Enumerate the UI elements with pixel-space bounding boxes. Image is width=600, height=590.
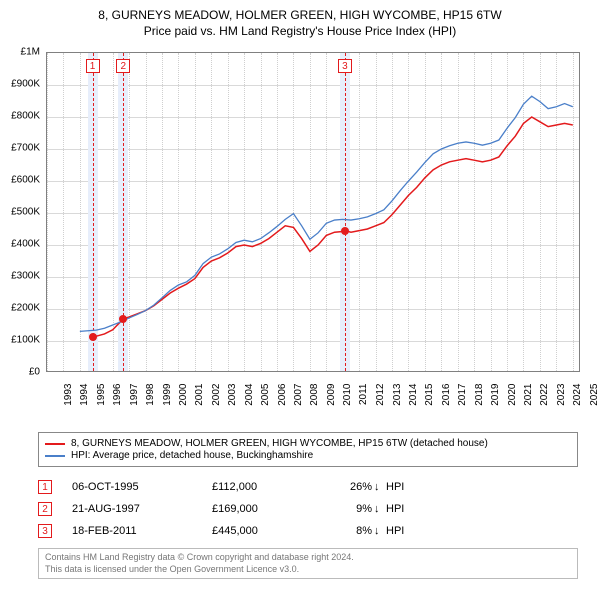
x-tick-label: 2009 xyxy=(326,384,337,406)
x-tick-label: 2004 xyxy=(243,384,254,406)
series-line xyxy=(80,96,573,331)
attribution: Contains HM Land Registry data © Crown c… xyxy=(38,548,578,579)
x-tick-label: 1999 xyxy=(161,384,172,406)
x-tick-label: 2006 xyxy=(276,384,287,406)
x-tick-label: 2019 xyxy=(490,384,501,406)
legend-row-1: 8, GURNEYS MEADOW, HOLMER GREEN, HIGH WY… xyxy=(45,438,571,449)
y-tick-label: £800K xyxy=(0,111,40,122)
x-tick-label: 2020 xyxy=(506,384,517,406)
x-tick-label: 1993 xyxy=(63,384,74,406)
x-tick-label: 2000 xyxy=(178,384,189,406)
y-tick-label: £400K xyxy=(0,239,40,250)
sale-pct: 8% xyxy=(332,525,372,537)
x-tick-label: 2024 xyxy=(572,384,583,406)
chart-area: 123 £0 £100K £200K £300K £400K £500K £600K £700… xyxy=(0,46,600,426)
down-arrow-icon: ↓ xyxy=(372,481,386,493)
sales-table: 106-OCT-1995£112,00026%↓HPI221-AUG-1997£… xyxy=(38,476,426,542)
sale-dot xyxy=(341,227,349,235)
sale-price: £169,000 xyxy=(212,503,332,515)
attribution-line-1: Contains HM Land Registry data © Crown c… xyxy=(45,552,571,564)
series-line xyxy=(93,117,573,337)
x-tick-label: 1997 xyxy=(128,384,139,406)
sale-price: £445,000 xyxy=(212,525,332,537)
sale-pct: 26% xyxy=(332,481,372,493)
x-tick-label: 2002 xyxy=(211,384,222,406)
down-arrow-icon: ↓ xyxy=(372,525,386,537)
sale-dot xyxy=(119,315,127,323)
legend-swatch-1 xyxy=(45,443,65,445)
x-tick-label: 2013 xyxy=(391,384,402,406)
sale-dot xyxy=(89,333,97,341)
legend-label-2: HPI: Average price, detached house, Buck… xyxy=(71,450,313,461)
y-tick-label: £300K xyxy=(0,271,40,282)
sale-date: 06-OCT-1995 xyxy=(72,481,212,493)
x-tick-label: 2003 xyxy=(227,384,238,406)
sale-pct: 9% xyxy=(332,503,372,515)
legend-label-1: 8, GURNEYS MEADOW, HOLMER GREEN, HIGH WY… xyxy=(71,438,488,449)
sales-row: 2 21-AUG-1997£169,0009%↓HPI xyxy=(38,498,426,520)
chart-container: 8, GURNEYS MEADOW, HOLMER GREEN, HIGH WY… xyxy=(0,0,600,590)
title-line-1: 8, GURNEYS MEADOW, HOLMER GREEN, HIGH WY… xyxy=(0,8,600,22)
y-tick-label: £100K xyxy=(0,335,40,346)
sale-number: 1 xyxy=(38,480,52,494)
sale-date: 18-FEB-2011 xyxy=(72,525,212,537)
plot-area: 123 xyxy=(46,52,580,372)
series-svg xyxy=(47,53,581,373)
y-tick-label: £1M xyxy=(0,47,40,58)
title-line-2: Price paid vs. HM Land Registry's House … xyxy=(0,24,600,38)
x-tick-label: 2012 xyxy=(375,384,386,406)
x-tick-label: 1998 xyxy=(145,384,156,406)
x-tick-label: 2010 xyxy=(342,384,353,406)
sale-price: £112,000 xyxy=(212,481,332,493)
x-tick-label: 2001 xyxy=(194,384,205,406)
x-tick-label: 2018 xyxy=(474,384,485,406)
y-tick-label: £500K xyxy=(0,207,40,218)
x-tick-label: 1995 xyxy=(96,384,107,406)
x-tick-label: 2022 xyxy=(539,384,550,406)
y-tick-label: £600K xyxy=(0,175,40,186)
y-tick-label: £700K xyxy=(0,143,40,154)
down-arrow-icon: ↓ xyxy=(372,503,386,515)
sale-hpi-label: HPI xyxy=(386,503,426,515)
sale-number: 3 xyxy=(38,524,52,538)
x-tick-label: 2011 xyxy=(358,384,369,406)
x-tick-label: 1996 xyxy=(112,384,123,406)
sale-number: 2 xyxy=(38,502,52,516)
x-tick-label: 2008 xyxy=(309,384,320,406)
x-tick-label: 2025 xyxy=(589,384,600,406)
sale-hpi-label: HPI xyxy=(386,525,426,537)
sales-row: 1 06-OCT-1995£112,00026%↓HPI xyxy=(38,476,426,498)
x-tick-label: 2021 xyxy=(523,384,534,406)
legend-swatch-2 xyxy=(45,455,65,457)
title-block: 8, GURNEYS MEADOW, HOLMER GREEN, HIGH WY… xyxy=(0,0,600,38)
x-tick-label: 2005 xyxy=(260,384,271,406)
x-tick-label: 2015 xyxy=(424,384,435,406)
y-tick-label: £900K xyxy=(0,79,40,90)
legend: 8, GURNEYS MEADOW, HOLMER GREEN, HIGH WY… xyxy=(38,432,578,467)
sale-hpi-label: HPI xyxy=(386,481,426,493)
sale-date: 21-AUG-1997 xyxy=(72,503,212,515)
x-tick-label: 1994 xyxy=(79,384,90,406)
x-tick-label: 2017 xyxy=(457,384,468,406)
x-tick-label: 2014 xyxy=(408,384,419,406)
legend-row-2: HPI: Average price, detached house, Buck… xyxy=(45,450,571,461)
x-tick-label: 2016 xyxy=(441,384,452,406)
attribution-line-2: This data is licensed under the Open Gov… xyxy=(45,564,571,576)
sales-row: 3 18-FEB-2011£445,0008%↓HPI xyxy=(38,520,426,542)
y-tick-label: £200K xyxy=(0,303,40,314)
x-tick-label: 2023 xyxy=(556,384,567,406)
x-tick-label: 2007 xyxy=(293,384,304,406)
y-tick-label: £0 xyxy=(0,367,40,378)
